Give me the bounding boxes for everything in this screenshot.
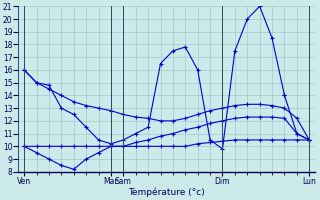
X-axis label: Température (°c): Température (°c) <box>128 188 205 197</box>
